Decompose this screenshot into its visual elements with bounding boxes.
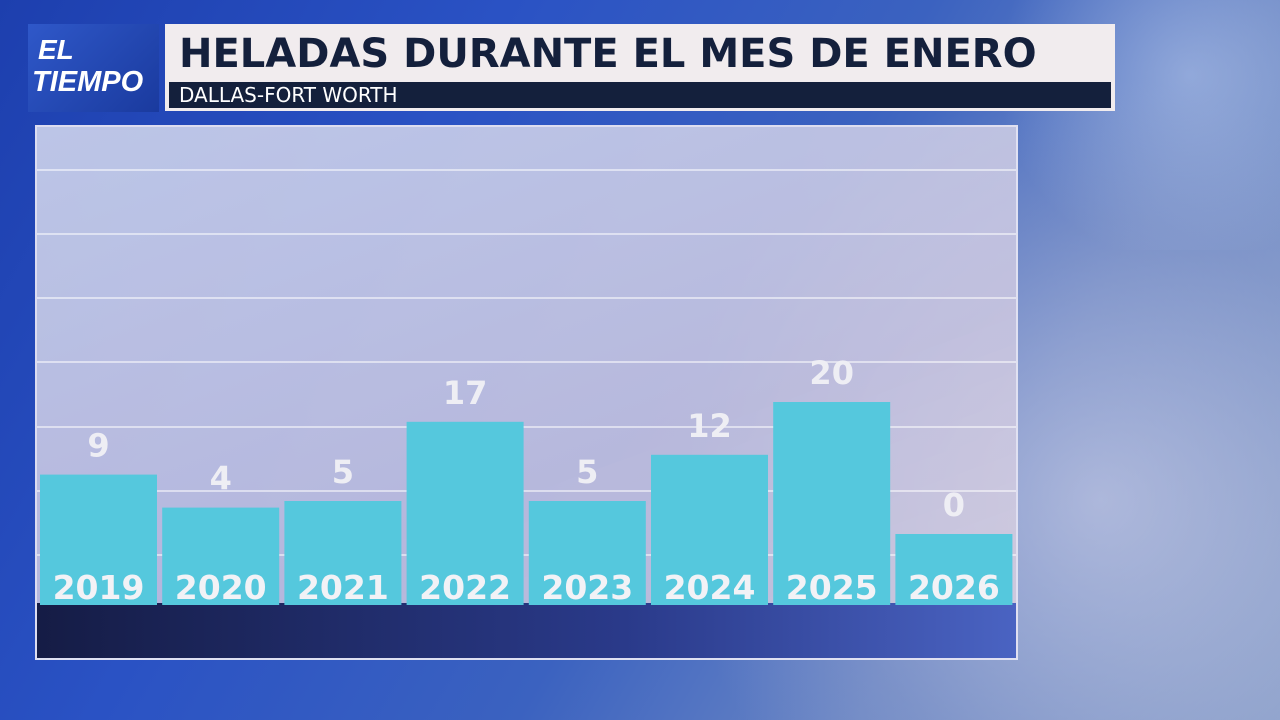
bar-2019 bbox=[40, 474, 157, 605]
category-label-2022: 2022 bbox=[419, 568, 511, 607]
data-label-2020: 4 bbox=[210, 460, 232, 498]
el-tiempo-logo: EL TIEMPO bbox=[28, 24, 159, 112]
bar-chart: 9 2019 4 2020 5 2021 17 2022 5 2023 12 2024 20 2025 0 2… bbox=[37, 169, 1016, 607]
subtitle: DALLAS-FORT WORTH bbox=[179, 83, 398, 107]
category-label-2025: 2025 bbox=[786, 568, 878, 607]
data-label-2024: 12 bbox=[687, 407, 732, 445]
data-label-2025: 20 bbox=[809, 354, 854, 392]
category-label-2021: 2021 bbox=[297, 568, 389, 607]
category-label-2024: 2024 bbox=[664, 568, 756, 607]
category-label-2026: 2026 bbox=[908, 568, 1000, 607]
category-label-2023: 2023 bbox=[541, 568, 633, 607]
category-label-2019: 2019 bbox=[53, 568, 145, 607]
bar-2021 bbox=[284, 501, 402, 605]
category-label-2020: 2020 bbox=[175, 568, 267, 607]
bar-2022 bbox=[406, 421, 524, 605]
header: HELADAS DURANTE EL MES DE ENERO DALLAS-F… bbox=[165, 24, 1115, 111]
chart-panel: 9 2019 4 2020 5 2021 17 2022 5 2023 12 2024 20 2025 0 2… bbox=[35, 125, 1018, 660]
data-label-2019: 9 bbox=[87, 427, 109, 465]
bar-2020 bbox=[162, 507, 280, 605]
subtitle-bar: DALLAS-FORT WORTH bbox=[169, 82, 1111, 108]
bar-2026 bbox=[895, 534, 1013, 605]
data-label-2026: 0 bbox=[943, 486, 965, 524]
data-label-2021: 5 bbox=[332, 453, 354, 491]
data-label-2022: 17 bbox=[443, 374, 488, 412]
logo-line2: TIEMPO bbox=[32, 66, 144, 98]
logo-line1: EL bbox=[38, 34, 74, 65]
bar-2025 bbox=[773, 402, 891, 605]
chart-footer-strip bbox=[37, 603, 1016, 658]
bar-2024 bbox=[651, 454, 768, 605]
page-title: HELADAS DURANTE EL MES DE ENERO bbox=[179, 31, 1037, 77]
data-label-2023: 5 bbox=[576, 453, 598, 491]
bar-2023 bbox=[528, 501, 646, 605]
